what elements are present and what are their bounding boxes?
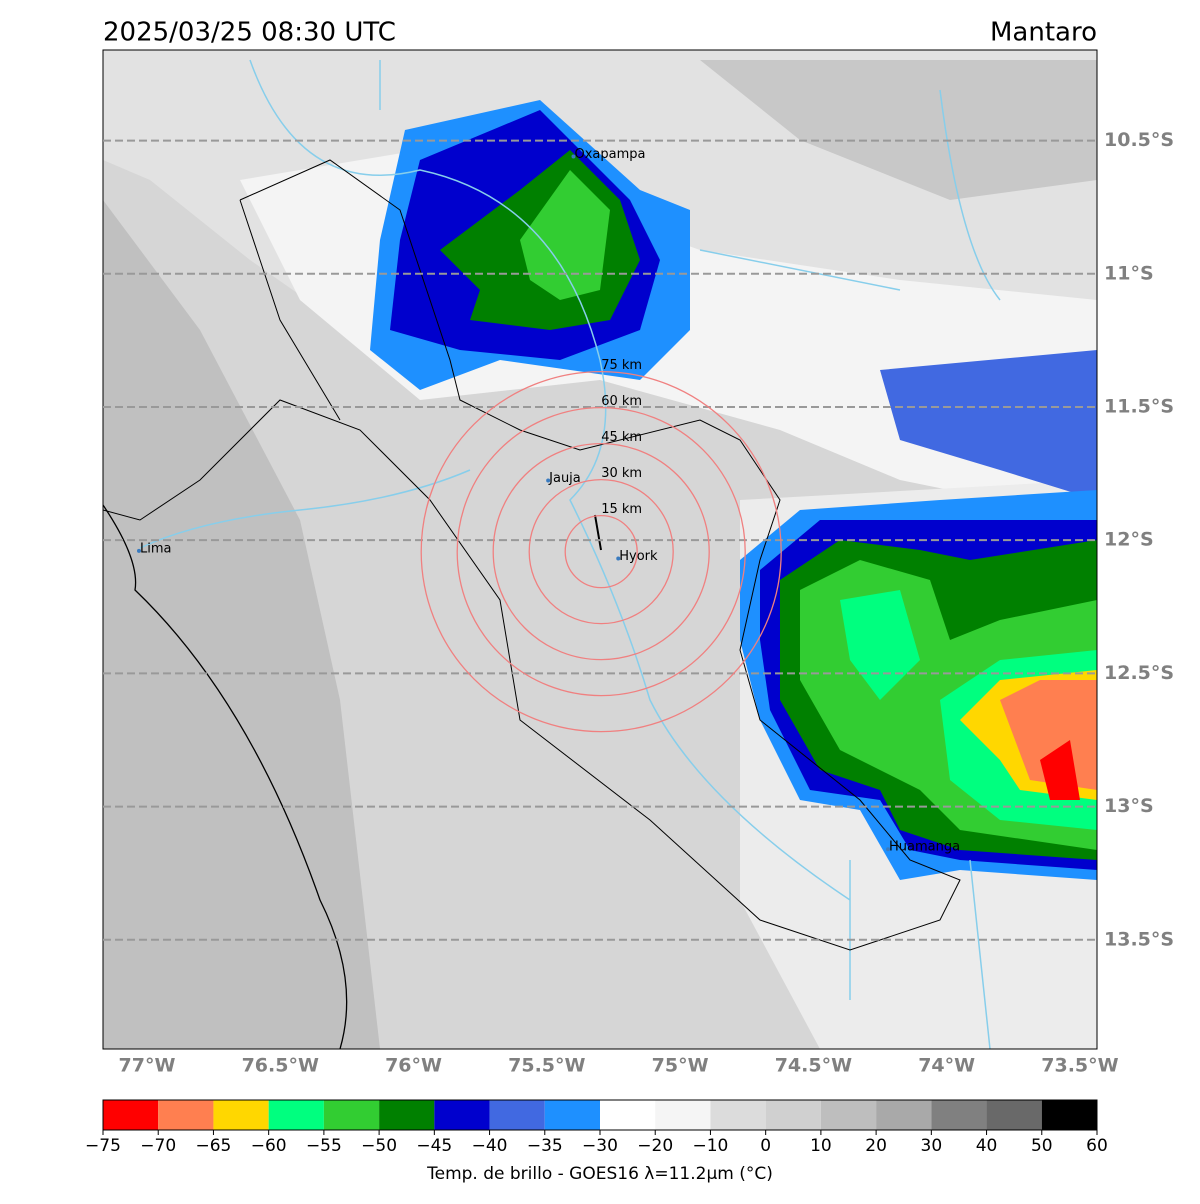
lat-label: 12.5°S: [1104, 662, 1174, 684]
colorbar-tick-label: −65: [195, 1136, 231, 1156]
colorbar-tick-label: 50: [1031, 1136, 1053, 1156]
title: 2025/03/25 08:30 UTC: [103, 18, 396, 48]
colorbar-tick-label: −35: [527, 1136, 563, 1156]
colorbar-segment: [323, 1100, 380, 1130]
colorbar-segment: [103, 1100, 159, 1130]
range-ring: [456, 406, 746, 697]
lon-label: 74°W: [918, 1055, 975, 1077]
colorbar-tick-label: 30: [921, 1136, 943, 1156]
lon-label: 74.5°W: [775, 1055, 852, 1077]
colorbar-segment: [931, 1100, 987, 1130]
colorbar-tick-label: −70: [140, 1136, 176, 1156]
region-name: Mantaro: [990, 18, 1097, 48]
colorbar-segment: [600, 1100, 656, 1130]
colorbar-segment: [489, 1100, 545, 1130]
lat-label: 13.5°S: [1104, 928, 1174, 950]
colorbar-segment: [213, 1100, 269, 1130]
map-frame: [102, 49, 1098, 1050]
city-marker: [616, 556, 621, 561]
colorbar-tick-label: −60: [251, 1136, 287, 1156]
colorbar-tick-label: 10: [810, 1136, 832, 1156]
lat-label: 13°S: [1104, 795, 1154, 817]
colorbar-segment: [986, 1100, 1042, 1130]
lon-label: 76.5°W: [242, 1055, 319, 1077]
lon-label: 76°W: [385, 1055, 442, 1077]
lat-label: 11.5°S: [1104, 395, 1174, 417]
colorbar-segment: [655, 1100, 711, 1130]
range-ring: [564, 514, 638, 589]
colorbar-segment: [379, 1100, 435, 1130]
colorbar-segment: [158, 1100, 214, 1130]
ring-label: 60 km: [601, 394, 642, 409]
colorbar-tick-label: −45: [416, 1136, 452, 1156]
lat-label: 10.5°S: [1104, 129, 1174, 151]
colorbar-segment: [434, 1100, 490, 1130]
lon-label: 77°W: [119, 1055, 176, 1077]
colorbar-tick-label: −20: [637, 1136, 673, 1156]
colorbar-segment: [1041, 1100, 1097, 1130]
colorbar-tick-label: 20: [865, 1136, 887, 1156]
ring-label: 45 km: [601, 430, 642, 445]
city-label: Lima: [140, 541, 171, 556]
colorbar-segment: [876, 1100, 932, 1130]
city-label: Oxapampa: [574, 147, 645, 162]
ring-label: 75 km: [601, 358, 642, 373]
city-label: Huamanga: [889, 840, 960, 855]
city-label: Jauja: [548, 471, 581, 486]
colorbar-tick-label: 40: [976, 1136, 998, 1156]
range-ring: [492, 442, 710, 661]
colorbar-tick-label: 60: [1086, 1136, 1108, 1156]
colorbar-segment: [268, 1100, 324, 1130]
colorbar-segment: [710, 1100, 766, 1130]
city-label: Hyork: [619, 549, 658, 564]
city-marker: [136, 548, 141, 553]
lon-label: 75°W: [652, 1055, 709, 1077]
colorbar-tick-label: −10: [692, 1136, 728, 1156]
lat-label: 12°S: [1104, 529, 1154, 551]
city-marker: [546, 478, 551, 483]
colorbar-label: Temp. de brillo - GOES16 λ=11.2μm (°C): [426, 1164, 773, 1184]
range-ring: [528, 478, 674, 625]
colorbar-tick-label: −30: [582, 1136, 618, 1156]
satellite-image: [103, 50, 1097, 1049]
colorbar-tick-label: −55: [306, 1136, 342, 1156]
range-ring: [420, 370, 782, 733]
city-marker: [571, 154, 576, 159]
colorbar-segment: [544, 1100, 600, 1130]
ring-label: 30 km: [601, 466, 642, 481]
city-marker: [886, 847, 891, 852]
colorbar-tick-label: 0: [760, 1136, 771, 1156]
lon-label: 73.5°W: [1041, 1055, 1118, 1077]
colorbar-tick-label: −40: [472, 1136, 508, 1156]
colorbar-tick-label: −50: [361, 1136, 397, 1156]
colorbar-segment: [820, 1100, 877, 1130]
ring-label: 15 km: [601, 502, 642, 517]
colorbar-segment: [765, 1100, 821, 1130]
colorbar-tick-label: −75: [85, 1136, 121, 1156]
lat-label: 11°S: [1104, 262, 1154, 284]
lon-label: 75.5°W: [508, 1055, 585, 1077]
